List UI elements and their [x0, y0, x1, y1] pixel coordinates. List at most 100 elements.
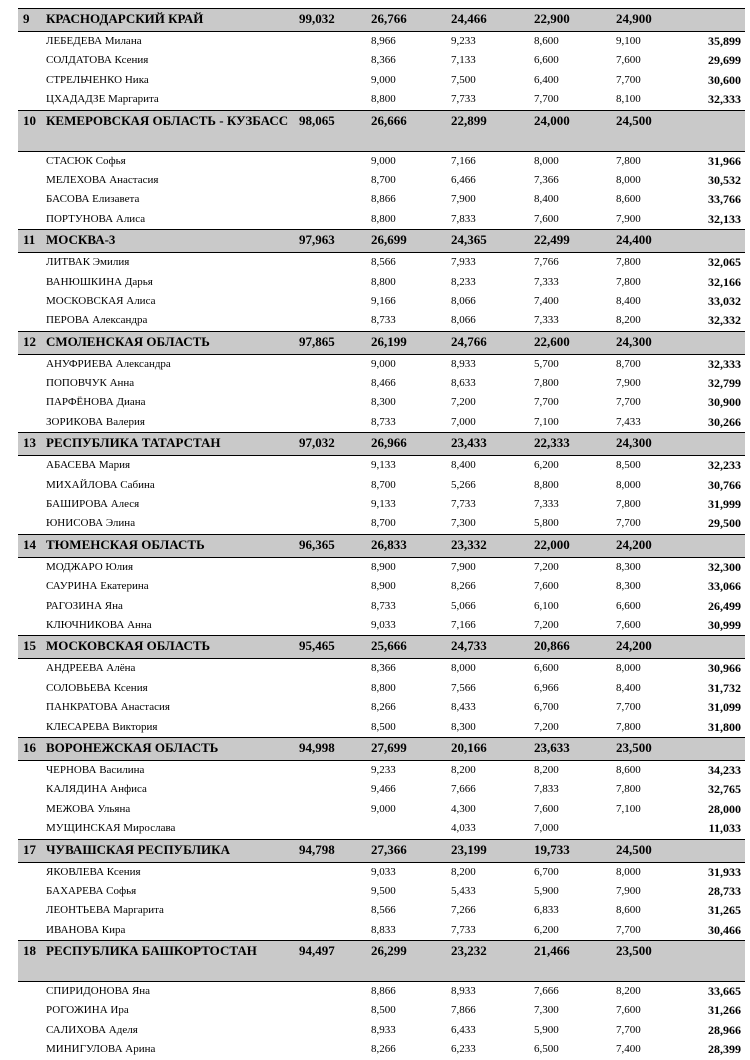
team-name: ТЮМЕНСКАЯ ОБЛАСТЬ [43, 533, 296, 558]
empty-cell [18, 577, 43, 596]
athlete-name: ПАРФЁНОВА Диана [46, 396, 146, 409]
athlete-score: 6,600 [534, 54, 559, 67]
empty-cell [18, 679, 43, 698]
athlete-name: ЗОРИКОВА Валерия [46, 415, 145, 428]
empty-cell [18, 190, 43, 209]
athlete-name: ЛИТВАК Эмилия [46, 256, 130, 269]
athlete-row: СОЛДАТОВА Ксения 8,366 7,133 6,600 7,600 29,6… [18, 51, 745, 70]
empty-cell [296, 597, 368, 616]
empty-cell [296, 577, 368, 596]
athlete-score: 8,266 [451, 580, 476, 593]
team-score: 24,400 [613, 229, 683, 254]
athlete-score: 8,400 [534, 193, 559, 206]
empty-cell [296, 32, 368, 52]
athlete-total: 31,265 [708, 903, 741, 918]
athlete-score: 8,233 [451, 275, 476, 288]
team-score: 24,000 [531, 109, 613, 152]
athlete-score: 5,900 [534, 884, 559, 897]
athlete-row: СТАСЮК Софья 9,000 7,166 8,000 7,800 31,966 [18, 151, 745, 171]
athlete-row: ПАНКРАТОВА Анастасия 8,266 8,433 6,700 7,700… [18, 698, 745, 717]
athlete-row: ПОПОВЧУК Анна 8,466 8,633 7,800 7,900 32,799 [18, 374, 745, 393]
athlete-score: 9,133 [371, 459, 396, 472]
athlete-score: 7,700 [616, 517, 641, 530]
empty-cell [18, 210, 43, 230]
athlete-row: АНДРЕЕВА Алёна 8,366 8,000 6,600 8,000 30,966 [18, 659, 745, 679]
empty-cell [296, 760, 368, 780]
athlete-score: 8,300 [616, 560, 641, 573]
athlete-row: МУЩИНСКАЯ Мирослава 4,033 7,000 11,033 [18, 819, 745, 839]
athlete-row: ЯКОВЛЕВА Ксения 9,033 8,200 6,700 8,000 31,93… [18, 862, 745, 882]
athlete-score: 7,900 [451, 560, 476, 573]
athlete-score: 7,600 [616, 618, 641, 631]
athlete-name: СТРЕЛЬЧЕНКО Ника [46, 73, 149, 86]
athlete-score: 7,700 [534, 93, 559, 106]
team-score: 26,966 [368, 432, 448, 457]
athlete-score: 8,200 [616, 314, 641, 327]
athlete-score: 7,700 [616, 923, 641, 936]
empty-cell [18, 393, 43, 412]
empty-cell [296, 90, 368, 110]
athlete-score: 7,866 [451, 1004, 476, 1017]
empty-cell [18, 1001, 43, 1020]
athlete-score: 8,266 [371, 1043, 396, 1056]
athlete-row: МЕЖОВА Ульяна 9,000 4,300 7,600 7,100 28,000 [18, 800, 745, 819]
athlete-score: 7,600 [534, 802, 559, 815]
athlete-score: 7,800 [616, 154, 641, 167]
empty-cell [296, 210, 368, 230]
athlete-total: 28,000 [708, 801, 741, 816]
empty-cell [296, 151, 368, 171]
athlete-score: 8,300 [451, 720, 476, 733]
athlete-name: ЛЕОНТЬЕВА Маргарита [46, 904, 164, 917]
athlete-score: 9,500 [371, 884, 396, 897]
athlete-total: 32,765 [708, 782, 741, 797]
empty-cell [18, 90, 43, 110]
team-row: 17 ЧУВАШСКАЯ РЕСПУБЛИКА 94,798 27,366 23,199… [18, 838, 745, 863]
athlete-score: 7,900 [616, 884, 641, 897]
empty-cell [18, 982, 43, 1002]
team-score: 24,200 [613, 533, 683, 558]
athlete-score: 6,833 [534, 904, 559, 917]
athlete-score: 8,466 [371, 377, 396, 390]
athlete-score: 9,000 [371, 73, 396, 86]
empty-cell [18, 514, 43, 534]
athlete-score: 5,433 [451, 884, 476, 897]
empty-cell [296, 311, 368, 331]
athlete-score: 8,933 [371, 1023, 396, 1036]
athlete-score: 7,166 [451, 154, 476, 167]
team-row: 10 КЕМЕРОВСКАЯ ОБЛАСТЬ - КУЗБАСС 98,065 26,… [18, 109, 745, 152]
athlete-total: 33,766 [708, 192, 741, 207]
athlete-score: 7,900 [616, 212, 641, 225]
athlete-score: 8,200 [451, 763, 476, 776]
athlete-row: МЕЛЕХОВА Анастасия 8,700 6,466 7,366 8,000 30… [18, 171, 745, 190]
athlete-score: 6,200 [534, 923, 559, 936]
team-rank: 17 [18, 838, 43, 863]
empty-cell [683, 8, 745, 32]
athlete-name: ПОПОВЧУК Анна [46, 377, 135, 390]
athlete-score: 7,133 [451, 54, 476, 67]
athlete-row: ЮНИСОВА Элина 8,700 7,300 5,800 7,700 29,500 [18, 514, 745, 534]
athlete-name: ЦХАДАДЗЕ Маргарита [46, 93, 159, 106]
team-name: РЕСПУБЛИКА БАШКОРТОСТАН [43, 940, 296, 983]
team-score: 24,365 [448, 229, 531, 254]
team-name: КЕМЕРОВСКАЯ ОБЛАСТЬ - КУЗБАСС [43, 109, 296, 152]
team-rank: 16 [18, 736, 43, 761]
athlete-name: РОГОЖИНА Ира [46, 1004, 129, 1017]
athlete-row: МИХАЙЛОВА Сабина 8,700 5,266 8,800 8,000 30,7… [18, 476, 745, 495]
athlete-score: 7,733 [451, 93, 476, 106]
athlete-total: 28,966 [708, 1022, 741, 1037]
athlete-score: 8,500 [616, 459, 641, 472]
empty-cell [296, 190, 368, 209]
empty-cell [296, 1001, 368, 1020]
athlete-score: 7,666 [451, 783, 476, 796]
team-score: 23,500 [613, 940, 683, 983]
empty-cell [18, 253, 43, 273]
team-rank: 12 [18, 330, 43, 355]
athlete-score: 7,300 [534, 1004, 559, 1017]
empty-cell [18, 882, 43, 901]
athlete-name: СПИРИДОНОВА Яна [46, 985, 151, 998]
athlete-name: РАГОЗИНА Яна [46, 599, 123, 612]
empty-cell [18, 1021, 43, 1040]
athlete-total: 32,300 [708, 559, 741, 574]
athlete-score: 9,033 [371, 865, 396, 878]
team-name: КРАСНОДАРСКИЙ КРАЙ [43, 8, 296, 32]
